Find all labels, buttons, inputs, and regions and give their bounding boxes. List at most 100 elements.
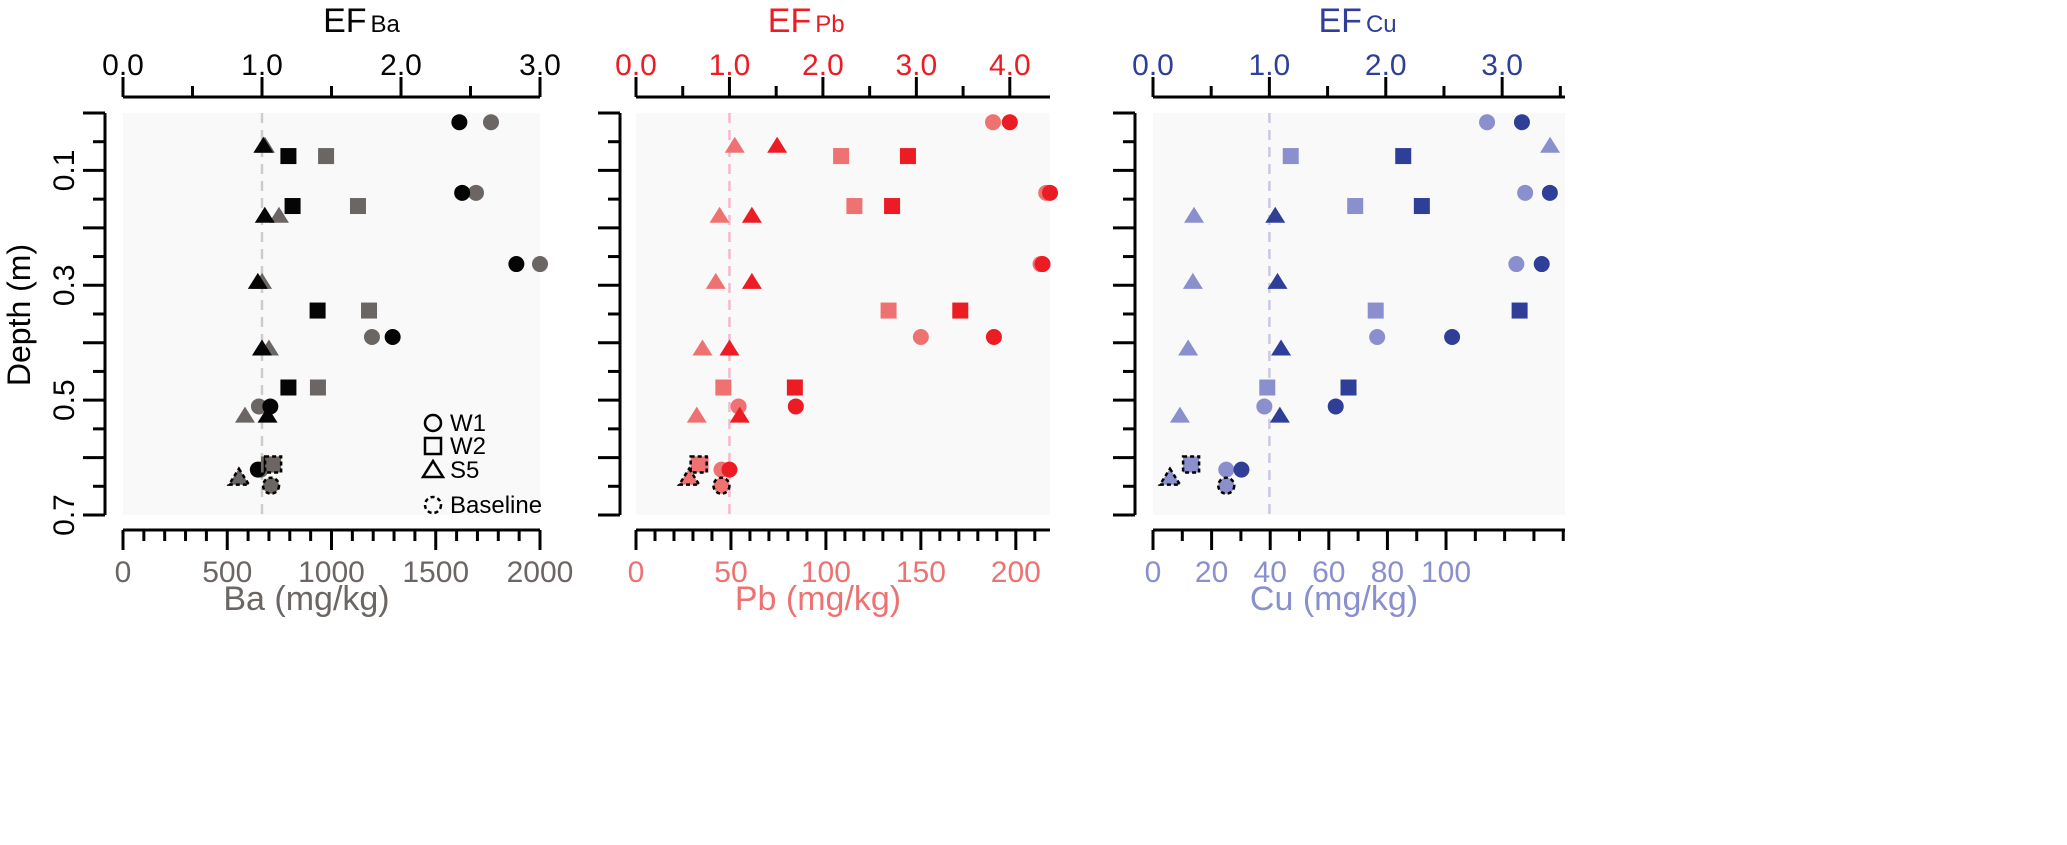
ef-tick-label: 3.0 [519,49,561,82]
baseline-point-s5 [226,466,252,486]
depth-axis-label: Depth (m) [1,244,37,386]
point-w1-conc [1369,328,1386,345]
point-w1-conc [1256,398,1273,415]
point-w1-ef [1233,461,1250,478]
ef-tick-label: 1.0 [1249,49,1291,82]
point-w1-ef [384,328,401,345]
point-w2-ef [884,198,901,215]
point-s5-ef [1271,339,1292,356]
legend-label: Baseline [450,492,542,519]
legend-marker-w1 [423,413,443,433]
ef-axis-title: EF Ba [323,2,400,40]
depth-tick-label: 0.7 [48,494,81,536]
point-w1-ef [1327,398,1344,415]
ef-tick-label: 1.0 [241,49,283,82]
legend-label: W2 [450,433,486,460]
point-s5-ef [1269,406,1290,423]
conc-tick-label: 150 [896,556,946,589]
plot-background [1153,113,1565,515]
point-s5-conc [1540,136,1561,153]
depth-tick-label: 0.5 [48,379,81,421]
ef-tick-label: 0.0 [615,49,657,82]
ef-axis-title: EF Pb [768,2,845,40]
point-w1-conc [467,184,484,201]
baseline-point-w2 [689,455,708,474]
legend-label: W1 [450,410,486,437]
point-w2-conc [349,198,366,215]
point-w1-ef [1533,256,1550,273]
point-s5-conc [705,272,726,289]
point-w1-conc [483,114,500,131]
point-w1-ef [451,114,468,131]
point-s5-ef [741,272,762,289]
ef-tick-label: 0.0 [102,49,144,82]
point-w2-conc [1367,302,1384,319]
ef-tick-label: 0.0 [1132,49,1174,82]
point-s5-ef [1265,206,1286,223]
point-w2-conc [318,148,335,165]
point-s5-conc [234,406,255,423]
conc-axis-label: Ba (mg/kg) [223,580,389,618]
conc-axis-label: Pb (mg/kg) [735,580,901,618]
depth-tick-label: 0.3 [48,264,81,306]
point-w2-conc [1347,198,1364,215]
point-s5-ef [1267,272,1288,289]
conc-tick-label: 200 [991,556,1041,589]
legend-marker-w2 [423,436,443,456]
ef-title-text: EF [323,2,366,40]
point-w1-ef [1001,114,1018,131]
conc-tick-label: 20 [1195,556,1228,589]
conc-tick-label: 100 [1421,556,1471,589]
baseline-point-w2 [1181,455,1201,474]
plot-background [636,113,1050,515]
point-w2-conc [833,148,850,165]
plot-background [123,113,540,515]
point-s5-ef [729,406,750,423]
point-w2-ef [280,148,297,165]
ef-tick-label: 3.0 [896,49,938,82]
point-w2-conc [1259,379,1276,396]
point-w1-conc [912,328,929,345]
point-s5-conc [1182,272,1203,289]
point-s5-ef [253,136,274,153]
point-s5-ef [252,339,272,356]
point-s5-ef [719,339,740,356]
point-w1-ef [1042,184,1058,201]
conc-tick-label: 500 [202,556,252,589]
point-s5-conc [686,406,707,423]
ef-title-subscript: Pb [815,11,844,38]
point-s5-ef [254,206,275,223]
point-w1-conc [1218,461,1235,478]
point-w2-ef [1511,302,1528,319]
conc-tick-label: 0 [115,556,132,589]
conc-tick-label: 80 [1371,556,1404,589]
point-w1-conc [985,114,1002,131]
point-w1-ef [985,328,1002,345]
point-s5-conc [1184,206,1205,223]
depth-tick-label: 0.1 [48,150,81,192]
panel-ba: 0.1 0.3 0.5 0.7 0.0 1.0 2.0 3.0 EF Ba 0 500 1000 1500… [48,2,573,618]
ef-axis-title: EF Cu [1319,2,1397,40]
point-s5-conc [709,206,730,223]
baseline-point-s5 [676,466,702,486]
point-w2-conc [1282,148,1299,165]
point-w1-ef [454,184,471,201]
point-w1-conc [730,398,747,415]
point-w1-ef [1541,184,1558,201]
point-w2-ef [786,379,803,396]
point-w2-ef [280,379,297,396]
legend-label: S5 [450,457,479,484]
point-w1-conc [1479,114,1496,131]
point-s5-ef [767,136,788,153]
panels: 0.10.30.50.70.0 1.0 2.0 3.0EF Ba0 500 1000 1500… [48,2,1565,618]
point-s5-conc [1169,406,1190,423]
ef-tick-label: 2.0 [802,49,844,82]
conc-tick-label: 0 [628,556,645,589]
conc-tick-label: 0 [1145,556,1162,589]
ef-tick-label: 1.0 [709,49,751,82]
conc-tick-label: 1500 [402,556,469,589]
conc-axis-label: Cu (mg/kg) [1250,580,1418,618]
point-w2-conc [361,302,378,319]
baseline-point-w2 [263,455,283,474]
